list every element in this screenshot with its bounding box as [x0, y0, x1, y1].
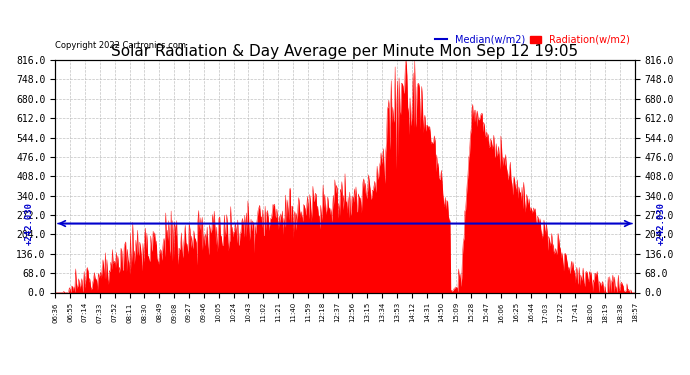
- Text: +242.030: +242.030: [656, 202, 665, 245]
- Legend: Median(w/m2), Radiation(w/m2): Median(w/m2), Radiation(w/m2): [435, 34, 630, 45]
- Title: Solar Radiation & Day Average per Minute Mon Sep 12 19:05: Solar Radiation & Day Average per Minute…: [112, 44, 578, 59]
- Text: +242.030: +242.030: [25, 202, 34, 245]
- Text: Copyright 2022 Cartronics.com: Copyright 2022 Cartronics.com: [55, 41, 186, 50]
